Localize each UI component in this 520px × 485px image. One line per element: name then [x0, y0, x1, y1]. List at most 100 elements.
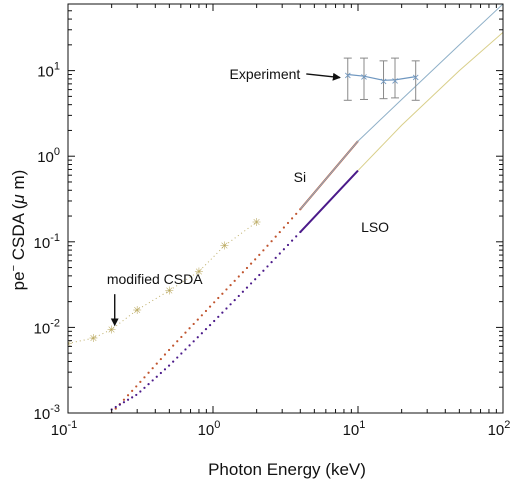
data-point-lso	[270, 261, 273, 264]
x-tick-base: 10	[488, 422, 505, 439]
series-solid-lso	[299, 169, 359, 233]
data-point-lso	[155, 375, 158, 378]
data-point-lso	[122, 401, 126, 404]
data-point-si	[266, 244, 269, 247]
x-tick-base: 10	[198, 422, 215, 439]
data-point-lso	[131, 396, 134, 399]
data-point-experiment: ×	[412, 73, 420, 84]
data-point-si	[233, 279, 236, 282]
y-tick-label: 10-2	[34, 317, 60, 337]
data-point-si	[249, 262, 253, 265]
y-tick-label: 100	[37, 146, 60, 166]
data-point-lso	[282, 248, 285, 251]
data-point-si	[200, 314, 203, 317]
y-tick-base: 10	[37, 149, 54, 166]
data-point-si	[254, 258, 257, 261]
data-point-lso	[290, 239, 294, 242]
data-point-si	[176, 340, 179, 343]
data-point-lso	[204, 328, 208, 331]
data-point-si	[282, 226, 285, 229]
data-point-lso	[295, 235, 298, 238]
data-point-si	[241, 271, 244, 274]
data-point-lso	[254, 278, 257, 281]
x-tick-exponent: -1	[67, 419, 77, 431]
data-point-si	[229, 284, 232, 287]
data-point-si	[262, 249, 265, 252]
data-point-lso	[208, 323, 212, 327]
y-tick-label: 10-1	[34, 232, 60, 252]
annotation-arrow-experiment	[306, 72, 341, 81]
x-tick-label: 101	[343, 419, 366, 439]
data-point-si	[237, 275, 240, 278]
data-point-si	[286, 221, 290, 225]
x-tick-label: 10-1	[51, 419, 77, 439]
data-point-si	[196, 318, 199, 321]
data-point-si	[126, 394, 130, 397]
data-point-si	[143, 376, 146, 379]
data-point-lso	[147, 383, 150, 386]
series-line-lso-extrapolation	[357, 31, 503, 171]
data-point-lso	[139, 390, 142, 393]
x-tick-exponent: 2	[504, 419, 510, 431]
series-si-extrapolation	[299, 4, 503, 210]
data-point-si	[163, 353, 167, 356]
plot-frame	[67, 3, 504, 414]
data-point-si	[180, 335, 183, 339]
data-point-si	[131, 389, 134, 392]
series-lso	[110, 169, 359, 411]
data-point-lso	[213, 319, 216, 323]
data-point-lso	[192, 340, 195, 343]
data-point-si	[159, 357, 162, 361]
data-point-si	[204, 309, 208, 313]
y-tick-base: 10	[34, 406, 51, 423]
annotation-experiment: Experiment	[229, 66, 300, 82]
data-point-si	[114, 407, 117, 410]
data-point-lso	[262, 269, 265, 272]
data-point-lso	[143, 386, 146, 389]
data-point-lso	[163, 368, 167, 371]
data-point-si	[172, 344, 175, 347]
data-point-si	[192, 322, 195, 326]
data-point-si	[270, 240, 273, 243]
data-point-lso	[237, 294, 240, 298]
y-tick-label: 101	[37, 61, 60, 81]
data-point-modified-csda: ✳	[133, 304, 142, 317]
data-point-lso	[274, 256, 277, 259]
data-point-lso	[196, 336, 199, 339]
data-point-modified-csda: ✳	[220, 240, 229, 253]
data-point-experiment: ×	[379, 76, 387, 87]
data-point-lso	[286, 243, 290, 247]
data-point-lso	[167, 364, 171, 367]
data-point-lso	[221, 311, 224, 314]
data-point-modified-csda: ✳	[63, 337, 72, 350]
y-title-unit: m)	[9, 170, 28, 195]
y-title-superscript: −	[8, 265, 20, 271]
series-layer: ✳ ✳ ✳ ✳ ✳ ✳ ✳ ✳ × × × × ×	[63, 4, 503, 413]
series-experiment: × × × × ×	[344, 57, 420, 101]
data-point-si	[167, 348, 171, 352]
data-point-lso	[188, 344, 191, 347]
y-tick-exponent: 1	[54, 61, 60, 73]
data-point-lso	[266, 265, 269, 268]
y-title-greek: μ	[9, 194, 28, 205]
data-point-modified-csda: ✳	[89, 332, 98, 345]
annotation-lso: LSO	[361, 219, 389, 235]
data-point-modified-csda: ✳	[194, 265, 203, 278]
data-point-si	[295, 212, 298, 215]
data-point-lso	[176, 356, 179, 359]
data-point-lso	[233, 299, 236, 302]
data-point-lso	[114, 405, 117, 409]
data-point-lso	[249, 282, 253, 285]
y-tick-exponent: 0	[54, 146, 60, 158]
data-point-lso	[258, 273, 261, 277]
y-title-base: pe	[9, 271, 28, 290]
y-tick-label: 10-3	[34, 403, 60, 423]
data-point-si	[208, 305, 212, 308]
annotation-layer: Experiment Si LSO modified CSDA	[107, 66, 389, 327]
data-point-experiment: ×	[391, 76, 399, 87]
data-point-si	[217, 296, 220, 300]
data-point-si	[225, 288, 228, 291]
x-tick-exponent: 0	[214, 419, 220, 431]
data-point-lso	[184, 348, 187, 351]
